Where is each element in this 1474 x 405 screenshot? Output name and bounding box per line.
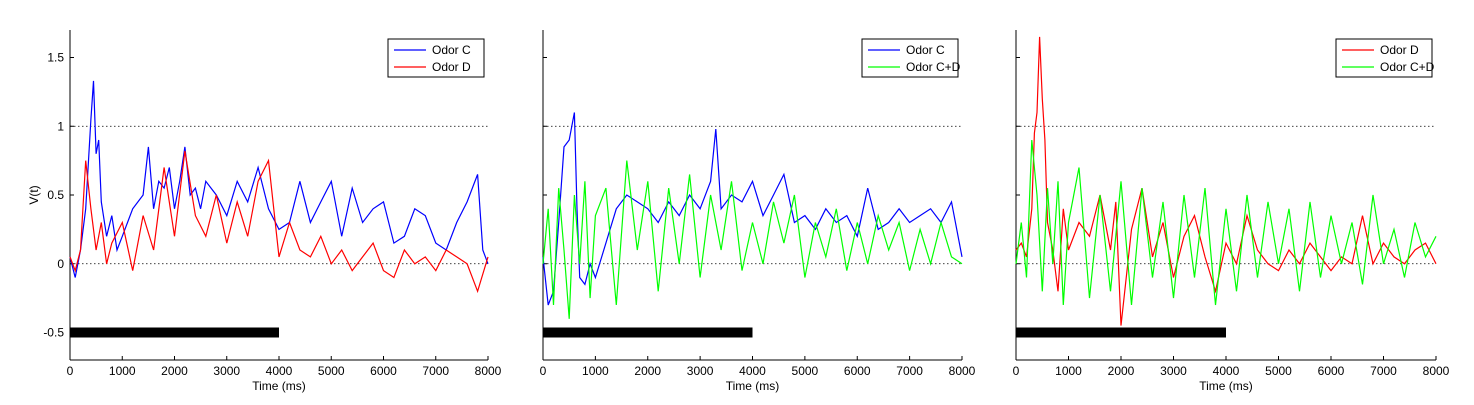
x-tick-label: 5000 [1265,364,1292,378]
x-tick-label: 1000 [1055,364,1082,378]
x-tick-label: 7000 [1370,364,1397,378]
legend-label: Odor C+D [1380,60,1435,74]
y-axis-label: V(t) [27,185,41,204]
x-tick-label: 0 [67,364,74,378]
x-tick-label: 3000 [687,364,714,378]
x-tick-label: 1000 [109,364,136,378]
stimulus-bar [1016,327,1226,338]
chart-panel-middle: 0 1000 2000 3000 4000 5000 6000 7000 8000 Time (m… [540,30,976,393]
legend-label: Odor C [432,43,471,57]
legend-label: Odor D [432,60,471,74]
y-tick-label: -0.5 [43,326,64,340]
series-line-odor-c [69,80,489,278]
chart-panel-right: 0 1000 2000 3000 4000 5000 6000 7000 8000 Time (m… [1013,30,1450,393]
x-tick-label: 4000 [739,364,766,378]
legend-box [861,38,959,78]
legend-label: Odor C [906,43,945,57]
x-tick-label: 5000 [318,364,345,378]
x-tick-label: 6000 [844,364,871,378]
x-tick-label: 6000 [1318,364,1345,378]
series-line-odor-c-d [542,160,963,319]
x-tick-label: 8000 [1423,364,1450,378]
legend-label: Odor C+D [906,60,961,74]
legend-box [1335,38,1433,78]
x-tick-label: 1000 [582,364,609,378]
x-tick-label: 8000 [475,364,502,378]
x-tick-label: 7000 [896,364,923,378]
x-tick-label: 2000 [1108,364,1135,378]
y-tick-label: 1 [57,119,64,133]
stimulus-bar [70,327,279,338]
x-tick-label: 3000 [1160,364,1187,378]
x-tick-label: 8000 [949,364,976,378]
x-tick-label: 5000 [792,364,819,378]
chart-panel-left: 0 1000 2000 3000 4000 5000 6000 7000 8000 -0.5 0 0.… [27,30,502,393]
x-tick-label: 2000 [634,364,661,378]
x-axis-label: Time (ms) [1199,379,1253,393]
legend: Odor C Odor C+D [861,38,961,78]
legend: Odor D Odor C+D [1335,38,1435,78]
y-tick-label: 1.5 [47,51,64,65]
series-line-odor-d [1015,36,1437,326]
legend: Odor C Odor D [387,38,485,78]
legend-box [387,38,485,78]
series-line-odor-c [542,112,963,306]
series-line-odor-d [69,150,489,294]
x-tick-label: 0 [1013,364,1020,378]
stimulus-bar [543,327,753,338]
series-line-odor-c-d [1015,139,1437,306]
y-tick-label: 0 [57,257,64,271]
x-tick-label: 6000 [370,364,397,378]
x-tick-label: 7000 [422,364,449,378]
x-axis-label: Time (ms) [726,379,780,393]
x-tick-label: 4000 [266,364,293,378]
x-tick-label: 3000 [213,364,240,378]
x-axis-label: Time (ms) [252,379,306,393]
y-tick-label: 0.5 [47,188,64,202]
x-tick-label: 2000 [161,364,188,378]
x-tick-label: 4000 [1213,364,1240,378]
x-tick-label: 0 [540,364,547,378]
legend-label: Odor D [1380,43,1419,57]
